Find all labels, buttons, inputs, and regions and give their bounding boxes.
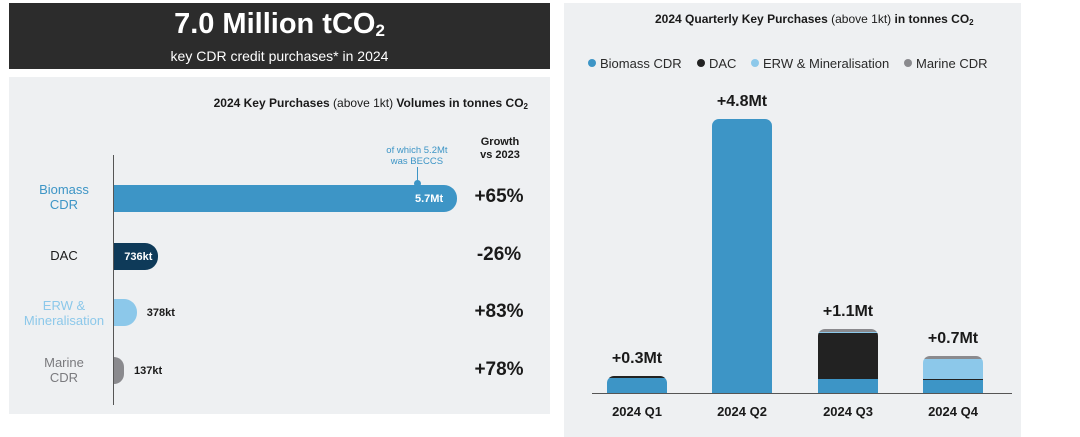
beccs-marker-dot (413, 180, 421, 187)
category-axis (113, 155, 114, 405)
growth-value-biomass: +65% (474, 186, 524, 207)
segment-biomass-cdr-q1 (607, 377, 667, 393)
total-label-q1: +0.3Mt (611, 349, 663, 367)
key-purchases-title: 2024 Key Purchases (above 1kt) Volumes i… (213, 96, 528, 111)
bar-label-biomass: 5.7Mt (415, 193, 444, 205)
growth-value-erw: +83% (474, 301, 524, 322)
key-purchases-chart: 2024 Key Purchases (above 1kt) Volumes i… (9, 77, 550, 414)
segment-biomass-cdr-q4 (923, 380, 983, 393)
beccs-annotation: of which 5.2Mt was BECCS (386, 145, 448, 167)
x-tick-q1: 2024 Q1 (612, 404, 662, 419)
growth-header: Growth vs 2023 (480, 136, 520, 161)
segment-biomass-cdr-q2 (712, 119, 772, 393)
growth-value-dac: -26% (476, 244, 522, 265)
x-tick-q2: 2024 Q2 (717, 404, 767, 419)
category-label-dac: DAC (50, 248, 78, 263)
stacked-bar-2024-q1 (607, 375, 667, 393)
stacked-bar-2024-q3 (818, 329, 878, 393)
total-label-q2: +4.8Mt (716, 93, 768, 110)
stacked-bar-2024-q2 (712, 119, 772, 393)
segment-erw-mineralisation-q4 (923, 359, 983, 380)
bar-biomass (114, 185, 457, 212)
category-label-erw: ERW & Mineralisation (23, 298, 105, 328)
growth-value-marine: +78% (474, 359, 524, 380)
bar-dac (114, 243, 159, 270)
segment-marine-cdr-q4 (923, 355, 983, 360)
headline-total: 7.0 Million tCO2 (174, 8, 385, 40)
x-tick-q3: 2024 Q3 (823, 404, 873, 419)
legend-dot-dac (697, 59, 705, 67)
legend-dot-erw (751, 59, 759, 67)
headline-banner: 7.0 Million tCO2 key CDR credit purchase… (9, 3, 550, 69)
bar-marine (114, 357, 124, 384)
segment-marine-cdr-q3 (818, 329, 878, 332)
segment-marine-cdr-q1 (607, 375, 667, 377)
bar-erw (114, 299, 137, 326)
total-label-q3: +1.1Mt (822, 303, 874, 321)
x-tick-q4: 2024 Q4 (928, 404, 978, 419)
bar-label-erw: 378kt (146, 307, 175, 319)
quarterly-title: 2024 Quarterly Key Purchases (above 1kt)… (655, 12, 974, 27)
stacked-bar-2024-q4 (923, 355, 983, 393)
legend-item-dac: DAC (697, 56, 736, 71)
bar-label-dac: 736kt (124, 251, 153, 263)
category-label-marine: Marine CDR (44, 355, 84, 385)
quarterly-purchases-chart: 2024 Quarterly Key Purchases (above 1kt)… (564, 3, 1021, 437)
category-label-biomass: Biomass CDR (39, 182, 89, 212)
headline-subline: key CDR credit purchases* in 2024 (170, 48, 389, 64)
x-axis (592, 393, 1012, 394)
segment-dac-q3 (818, 333, 878, 379)
segment-dac-q1 (607, 375, 667, 378)
segment-dac-q4 (923, 378, 983, 381)
legend-dot-biomass (588, 59, 596, 67)
legend-item-biomass: Biomass CDR (588, 56, 682, 71)
segment-biomass-cdr-q3 (818, 378, 878, 393)
bar-label-marine: 137kt (134, 365, 163, 377)
legend-item-erw: ERW & Mineralisation (751, 56, 889, 71)
segment-erw-mineralisation-q3 (818, 331, 878, 334)
legend-dot-marine (904, 59, 912, 67)
legend-item-marine: Marine CDR (904, 56, 988, 71)
beccs-marker-line (416, 167, 418, 183)
total-label-q4: +0.7Mt (927, 329, 979, 347)
